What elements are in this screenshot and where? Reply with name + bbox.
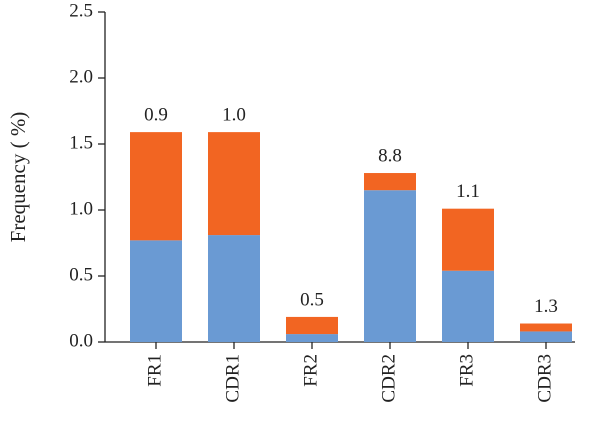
bar-segment	[286, 316, 338, 335]
bar-segment	[130, 240, 182, 342]
y-tick-label: 0.5	[69, 264, 93, 285]
x-tick-label: FR2	[300, 354, 321, 387]
bar-segment	[442, 270, 494, 342]
bar-segment	[364, 190, 416, 342]
bar-segment	[286, 334, 338, 342]
bar-label: 1.1	[456, 181, 480, 202]
bar-segment	[208, 132, 260, 236]
x-tick-label: CDR2	[378, 354, 399, 403]
bar-label: 0.5	[300, 289, 324, 310]
y-axis-label: Frequency ( %)	[6, 112, 30, 243]
bar-label: 1.0	[222, 104, 246, 125]
bar-label: 1.3	[534, 296, 558, 317]
bar-segment	[130, 132, 182, 241]
bar-label: 8.8	[378, 145, 402, 166]
x-tick-label: CDR3	[534, 354, 555, 403]
y-tick-label: 2.5	[69, 0, 93, 21]
bar-segment	[442, 208, 494, 271]
y-tick-label: 0.0	[69, 330, 93, 351]
y-tick-label: 1.5	[69, 132, 93, 153]
x-tick-label: FR3	[456, 354, 477, 387]
bar-segment	[208, 235, 260, 342]
y-tick-label: 2.0	[69, 66, 93, 87]
bar-segment	[364, 173, 416, 191]
y-tick-label: 1.0	[69, 198, 93, 219]
x-tick-label: FR1	[144, 354, 165, 387]
x-tick-label: CDR1	[222, 354, 243, 403]
bar-label: 0.9	[144, 104, 168, 125]
bar-segment	[520, 331, 572, 342]
bar-segment	[520, 323, 572, 332]
